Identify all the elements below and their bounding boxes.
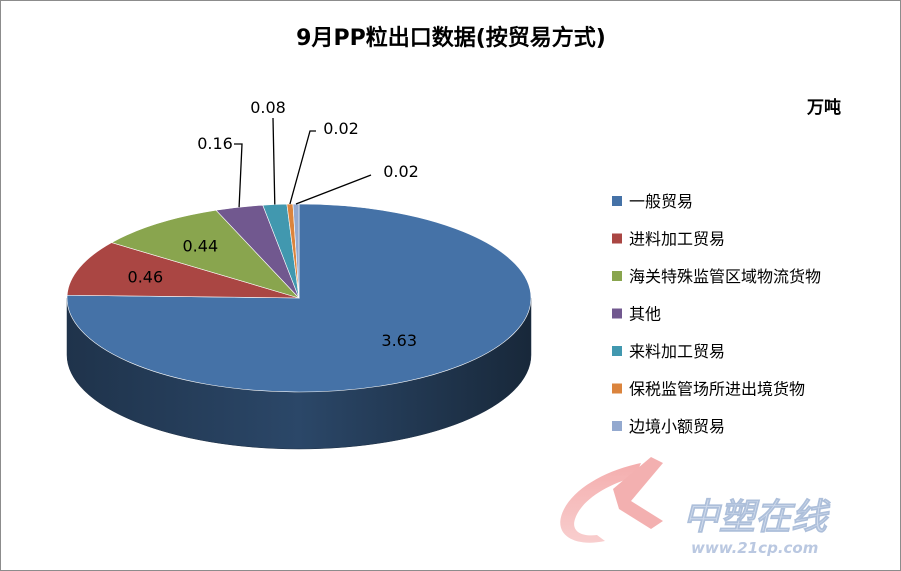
pie-slice-1 xyxy=(66,242,300,299)
watermark: 中塑在线 www.21cp.com xyxy=(560,457,831,557)
data-label-4: 0.08 xyxy=(250,98,286,117)
leader-line-3 xyxy=(234,143,243,208)
data-label-2: 0.44 xyxy=(183,237,219,256)
legend-swatch-1 xyxy=(612,233,622,244)
legend-label-3: 其他 xyxy=(629,305,661,324)
legend: 一般贸易进料加工贸易海关特殊监管区域物流货物其他来料加工贸易保税监管场所进出境货… xyxy=(612,192,821,436)
legend-swatch-0 xyxy=(612,196,622,206)
unit-label: 万吨 xyxy=(806,97,841,118)
watermark-url: www.21cp.com xyxy=(691,539,818,557)
legend-swatch-6 xyxy=(612,421,622,431)
data-labels: 3.63 0.46 0.44 0.16 0.08 0.02 0.02 xyxy=(128,98,419,350)
legend-swatch-3 xyxy=(612,308,622,319)
watermark-name: 中塑在线 xyxy=(683,497,831,538)
data-label-3: 0.16 xyxy=(197,134,233,153)
leader-line-5 xyxy=(289,130,316,205)
legend-label-6: 边境小额贸易 xyxy=(629,417,725,436)
legend-label-1: 进料加工贸易 xyxy=(629,230,725,249)
legend-label-4: 来料加工贸易 xyxy=(629,342,725,361)
data-label-6: 0.02 xyxy=(383,162,419,181)
leader-line-4 xyxy=(272,117,276,205)
chart-title: 9月PP粒出口数据(按贸易方式) xyxy=(296,25,606,51)
legend-label-2: 海关特殊监管区域物流货物 xyxy=(629,267,821,286)
watermark-logo-icon xyxy=(560,463,641,543)
leader-line-6 xyxy=(295,174,372,205)
legend-swatch-2 xyxy=(612,271,622,281)
legend-label-0: 一般贸易 xyxy=(629,192,693,211)
watermark-logo-mark xyxy=(613,457,663,529)
pie-group xyxy=(66,203,532,450)
pie-slice-2 xyxy=(110,209,300,299)
legend-swatch-4 xyxy=(612,346,622,356)
legend-swatch-5 xyxy=(612,383,622,394)
legend-label-5: 保税监管场所进出境货物 xyxy=(629,380,805,399)
data-label-5: 0.02 xyxy=(323,119,359,138)
data-label-0: 3.63 xyxy=(381,331,417,350)
data-label-1: 0.46 xyxy=(128,268,164,287)
